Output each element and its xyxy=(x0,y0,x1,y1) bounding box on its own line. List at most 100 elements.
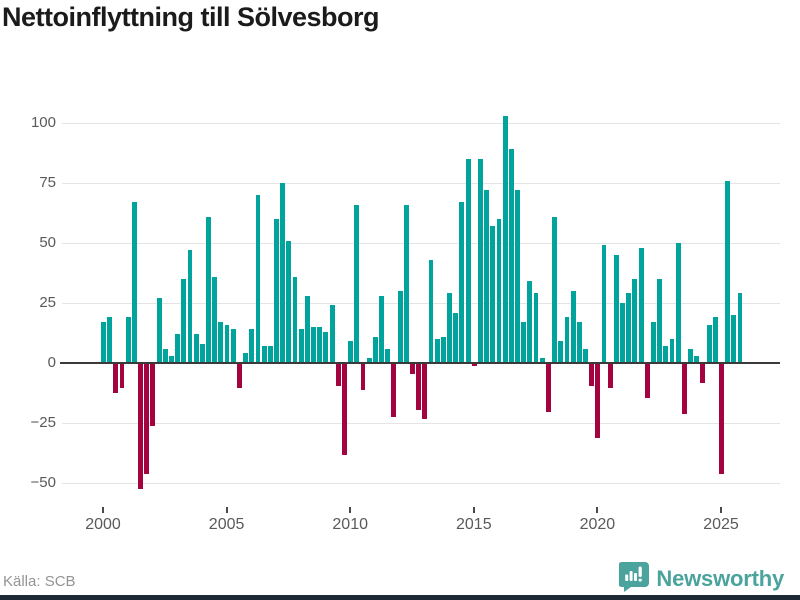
bar-quarter-43 xyxy=(366,358,372,363)
y-axis-label-100: 100 xyxy=(30,114,56,131)
x-tick-2010 xyxy=(349,507,352,513)
bar-quarter-10 xyxy=(162,348,168,363)
bar-quarter-90 xyxy=(657,279,663,363)
bar-quarter-4 xyxy=(125,317,131,363)
bar-quarter-82 xyxy=(607,364,613,388)
gridline-y-100 xyxy=(62,123,780,124)
bar-quarter-85 xyxy=(626,293,632,363)
bar-quarter-68 xyxy=(521,322,527,363)
x-axis-label-2005: 2005 xyxy=(208,516,245,533)
bar-quarter-23 xyxy=(243,353,249,363)
x-axis-label-2010: 2010 xyxy=(332,516,368,533)
bar-quarter-3 xyxy=(119,364,125,388)
bar-quarter-47 xyxy=(391,364,397,417)
gridline-y-50 xyxy=(62,243,780,244)
bar-quarter-6 xyxy=(138,364,143,489)
bar-quarter-52 xyxy=(422,364,428,420)
x-tick-2005 xyxy=(225,507,228,513)
bar-quarter-70 xyxy=(533,293,539,363)
bar-quarter-34 xyxy=(311,327,316,363)
bar-quarter-60 xyxy=(471,364,477,367)
bar-quarter-65 xyxy=(502,115,508,363)
bar-quarter-38 xyxy=(335,364,341,386)
bar-quarter-69 xyxy=(527,281,533,363)
bar-quarter-55 xyxy=(440,336,446,363)
bar-quarter-44 xyxy=(372,336,378,363)
bar-quarter-39 xyxy=(342,364,347,456)
bar-quarter-22 xyxy=(236,364,242,388)
chart-title: Nettoinflyttning till Sölvesborg xyxy=(2,2,380,32)
bar-quarter-14 xyxy=(187,250,193,363)
bar-quarter-72 xyxy=(545,364,551,412)
bar-quarter-32 xyxy=(298,329,304,363)
bar-quarter-8 xyxy=(150,364,156,427)
bar-quarter-9 xyxy=(156,298,162,363)
gridline-y-25 xyxy=(62,303,780,304)
x-tick-2015 xyxy=(472,507,475,513)
bar-quarter-51 xyxy=(416,364,422,410)
bar-quarter-92 xyxy=(669,339,675,363)
bar-quarter-80 xyxy=(595,364,601,439)
bar-quarter-89 xyxy=(651,322,656,363)
y-axis-label-75: 75 xyxy=(39,174,56,191)
bar-quarter-11 xyxy=(168,355,174,363)
bar-quarter-49 xyxy=(403,204,409,363)
x-axis-zero-line xyxy=(60,361,780,364)
bar-quarter-67 xyxy=(515,190,520,363)
bar-quarter-16 xyxy=(199,343,205,363)
bar-quarter-79 xyxy=(589,364,595,386)
bar-quarter-46 xyxy=(385,348,391,363)
bar-quarter-27 xyxy=(267,346,273,363)
bar-quarter-42 xyxy=(360,364,366,391)
bar-quarter-78 xyxy=(583,348,588,363)
bar-quarter-17 xyxy=(206,216,211,363)
y-axis-label-0: 0 xyxy=(47,354,56,371)
newsworthy-wordmark: Newsworthy xyxy=(656,566,784,591)
gridline-y-75 xyxy=(62,183,780,184)
x-axis-label-2020: 2020 xyxy=(579,516,616,533)
bar-quarter-73 xyxy=(552,216,558,363)
bar-quarter-95 xyxy=(688,348,693,363)
bar-quarter-25 xyxy=(255,195,261,363)
bar-quarter-58 xyxy=(459,202,465,363)
bar-quarter-0 xyxy=(101,322,106,363)
bar-quarter-40 xyxy=(348,341,354,363)
bar-quarter-12 xyxy=(175,334,181,363)
bar-quarter-35 xyxy=(317,327,323,363)
bar-quarter-50 xyxy=(410,364,415,374)
bar-quarter-2 xyxy=(113,364,119,393)
y-axis-label--50: −50 xyxy=(30,474,56,491)
bar-quarter-84 xyxy=(620,303,625,363)
bar-quarter-63 xyxy=(490,226,496,363)
y-axis-label--25: −25 xyxy=(30,414,56,431)
gridline-y--25 xyxy=(62,423,780,424)
bar-quarter-56 xyxy=(447,293,452,363)
bar-quarter-48 xyxy=(397,291,403,363)
bar-quarter-13 xyxy=(181,279,187,363)
x-tick-2020 xyxy=(596,507,599,513)
bar-quarter-81 xyxy=(601,245,607,363)
bar-quarter-53 xyxy=(428,259,434,363)
bar-quarter-18 xyxy=(212,276,218,363)
bar-quarter-96 xyxy=(694,355,700,363)
bar-quarter-31 xyxy=(292,276,298,363)
bar-quarter-75 xyxy=(564,317,570,363)
bar-quarter-33 xyxy=(304,295,310,363)
bar-quarter-100 xyxy=(719,364,724,475)
bar-quarter-83 xyxy=(613,255,619,363)
bar-quarter-102 xyxy=(731,315,737,363)
bar-quarter-74 xyxy=(558,341,564,363)
bar-quarter-28 xyxy=(274,219,279,363)
bar-quarter-61 xyxy=(477,159,483,363)
bar-quarter-45 xyxy=(379,295,384,363)
bar-quarter-5 xyxy=(131,202,137,363)
bar-quarter-59 xyxy=(465,159,471,363)
bar-quarter-7 xyxy=(144,364,150,475)
bar-quarter-21 xyxy=(230,329,236,363)
bar-quarter-88 xyxy=(644,364,650,398)
bar-quarter-97 xyxy=(700,364,706,384)
x-tick-2025 xyxy=(720,507,722,513)
bar-quarter-37 xyxy=(329,305,335,363)
bar-quarter-26 xyxy=(261,346,267,363)
bar-quarter-71 xyxy=(539,358,545,363)
